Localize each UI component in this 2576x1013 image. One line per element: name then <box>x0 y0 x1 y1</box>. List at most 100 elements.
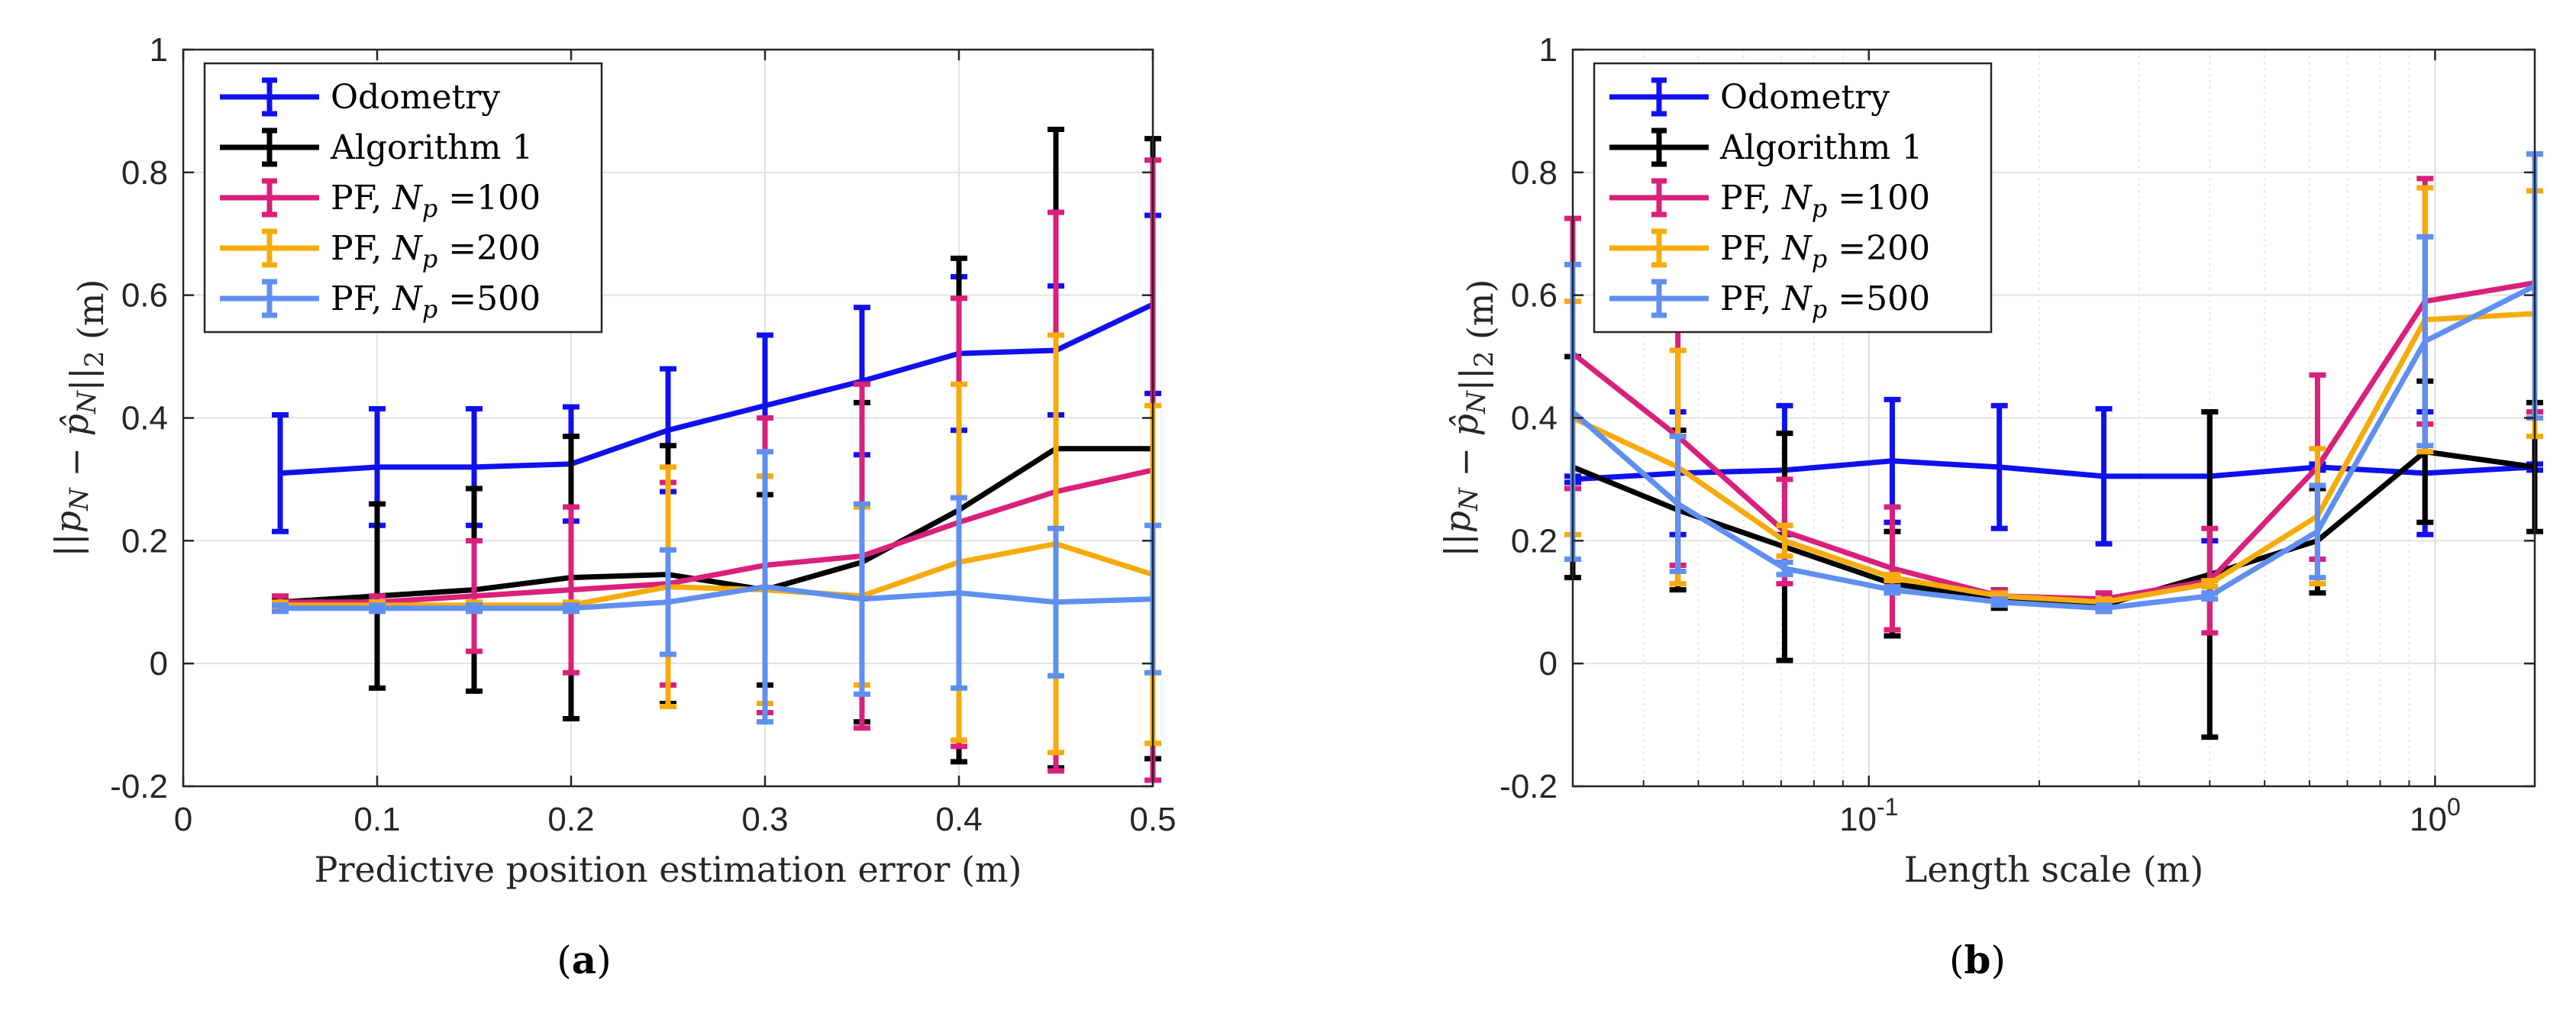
x-axis-label: Predictive position estimation error (m) <box>315 849 1022 890</box>
y-axis-label-part: p <box>1437 511 1478 533</box>
legend-label: PF, Np =100 <box>1720 179 1930 223</box>
chart-panel-b: -0.2 0 0.2 0.4 0.6 0.8 1 10-1 100 Length scale (m… <box>1437 31 2543 982</box>
legend-label-part: N <box>1781 229 1813 268</box>
y-axis-label-part: N <box>64 487 95 511</box>
series-4 <box>272 449 1161 725</box>
panel-label-part: a <box>572 937 596 982</box>
panel-label-part: ) <box>596 938 612 982</box>
legend-label-part: p <box>1812 295 1827 324</box>
legend-label-part: =500 <box>437 279 541 318</box>
legend-label-part: =200 <box>1827 229 1930 268</box>
legend-label-part: =100 <box>1827 179 1930 218</box>
y-axis-label: ||pN − p̂N||2 (m) <box>47 279 111 557</box>
legend-label-part: PF, <box>331 179 392 218</box>
y-axis-label-part: − <box>55 436 96 488</box>
y-axis-label-part: || <box>1437 533 1478 557</box>
series-line <box>280 467 1154 605</box>
legend-label: PF, Np =500 <box>331 279 541 324</box>
y-axis-label-part: − <box>1445 436 1486 488</box>
y-tick-label: 0.6 <box>1511 277 1558 315</box>
series-line <box>280 584 1154 611</box>
legend-label-part: p <box>422 194 437 223</box>
panel-label-part: ( <box>557 938 572 982</box>
legend-label-part: PF, <box>331 229 392 268</box>
y-axis-label-part: 2 <box>1469 351 1499 368</box>
legend-label-part: N <box>1781 179 1813 218</box>
y-tick-label: -0.2 <box>1499 768 1558 805</box>
y-tick-label: 0.8 <box>1511 154 1558 192</box>
legend-label-part: p <box>422 295 437 324</box>
y-axis-label-part: (m) <box>1460 279 1501 351</box>
y-tick-label: 0 <box>150 645 168 682</box>
y-tick-label: 0.4 <box>121 400 168 437</box>
panel-label: (b) <box>1949 937 2006 982</box>
panel-label: (a) <box>557 937 611 982</box>
y-axis-label-part: || <box>1452 367 1493 391</box>
y-axis-label-part: || <box>47 533 89 557</box>
x-tick-exponent: 0 <box>2447 793 2461 821</box>
legend-label-part: N <box>392 229 423 268</box>
legend-label-part: PF, <box>331 279 392 318</box>
y-axis-label-part: (m) <box>70 279 111 351</box>
y-tick-label: 0.2 <box>1511 522 1558 560</box>
legend-label: Algorithm 1 <box>1719 128 1922 167</box>
y-axis-label-part: N <box>1454 487 1484 511</box>
y-tick-label: 0.2 <box>121 522 168 560</box>
y-tick-label: 1 <box>150 31 168 69</box>
y-axis-label-part: N <box>1461 390 1492 415</box>
legend-label-part: N <box>392 279 423 318</box>
y-axis-label: ||pN − p̂N||2 (m) <box>1437 279 1501 557</box>
x-axis-label: Length scale (m) <box>1904 849 2203 890</box>
x-tick-label: 0.5 <box>1129 801 1176 838</box>
y-tick-label: 0.6 <box>121 277 168 315</box>
x-tick-exponent: -1 <box>1877 793 1898 821</box>
x-tick-label: 100 <box>2410 793 2461 838</box>
chart-panel-a: -0.200.20.40.60.810 0.1 0.2 0.3 0.4 0.5Predic… <box>47 31 1177 982</box>
x-tick-label: 0 <box>174 801 192 838</box>
y-tick-label: 0.8 <box>121 154 168 192</box>
x-tick-label: 10-1 <box>1839 793 1898 838</box>
y-tick-label: 0.4 <box>1511 400 1558 437</box>
y-tick-label: 0 <box>1539 645 1558 682</box>
y-axis-label-part: 2 <box>79 351 110 368</box>
legend-label-part: PF, <box>1720 279 1782 318</box>
legend-label-part: p <box>422 244 437 273</box>
panel-label-part: ( <box>1949 938 1964 982</box>
series-line <box>279 302 1154 476</box>
legend-label: Odometry <box>331 78 500 117</box>
legend-label: Odometry <box>1720 78 1890 117</box>
y-axis-label-part: p <box>47 511 89 533</box>
y-tick-label: 1 <box>1539 31 1558 69</box>
legend-label: PF, Np =200 <box>1720 229 1930 273</box>
legend-label: PF, Np =200 <box>331 229 541 273</box>
series-line <box>1571 449 2536 608</box>
x-tick-label: 0.2 <box>547 801 594 838</box>
y-axis-label-part: || <box>63 367 104 391</box>
y-axis-label-part: p̂ <box>1445 414 1486 436</box>
legend-label: PF, Np =100 <box>331 179 541 223</box>
series-line <box>1570 283 2536 611</box>
series-line <box>280 540 1154 608</box>
legend-label: Algorithm 1 <box>330 128 533 167</box>
series-line <box>1571 311 2536 605</box>
x-tick-label: 0.1 <box>353 801 400 838</box>
y-axis-label-part: N <box>72 390 102 415</box>
panel-label-part: b <box>1964 937 1991 982</box>
legend-label-part: PF, <box>1720 179 1782 218</box>
legend-label-part: p <box>1812 194 1827 223</box>
series-line <box>1572 458 2536 482</box>
legend-label-part: N <box>1781 279 1813 318</box>
legend-label-part: =200 <box>437 229 541 268</box>
y-axis-label-part: p̂ <box>55 414 96 436</box>
y-tick-label: -0.2 <box>110 768 168 805</box>
legend-label-part: N <box>392 179 423 218</box>
legend-label-part: p <box>1812 244 1827 273</box>
x-tick-label: 0.3 <box>741 801 788 838</box>
legend-label-part: =100 <box>437 179 541 218</box>
legend-label: PF, Np =500 <box>1720 279 1930 324</box>
legend-label-part: =500 <box>1827 279 1930 318</box>
series-line <box>279 446 1153 605</box>
x-tick-label: 0.4 <box>935 801 982 838</box>
panel-label-part: ) <box>1990 938 2006 982</box>
